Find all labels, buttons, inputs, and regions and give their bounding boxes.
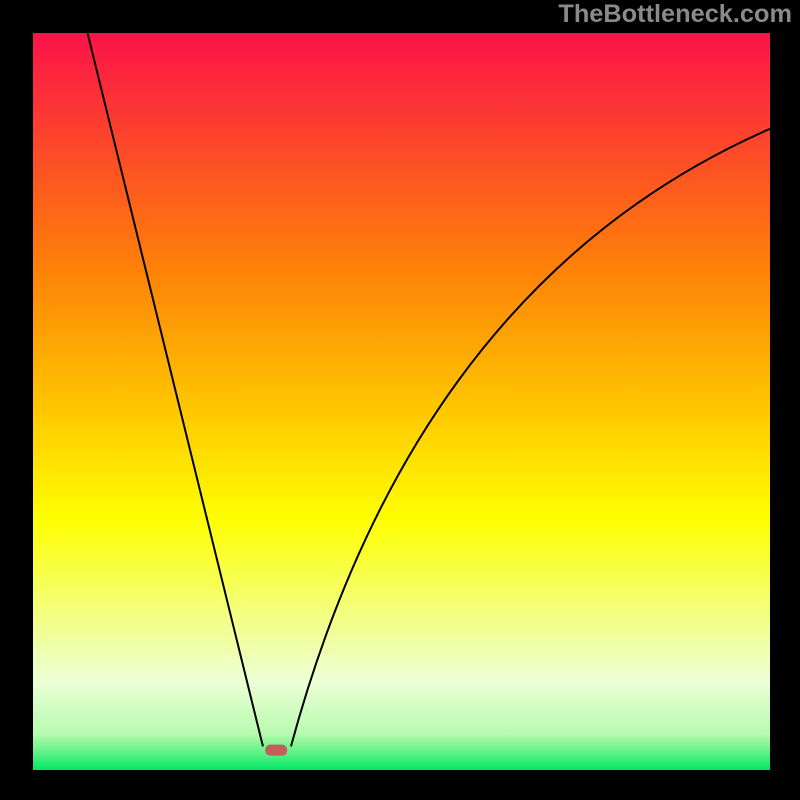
plot-area (33, 33, 770, 770)
bottleneck-figure: TheBottleneck.com (0, 0, 800, 800)
watermark-text: TheBottleneck.com (558, 0, 792, 29)
optimal-marker (265, 745, 287, 756)
bottleneck-curve (88, 33, 770, 746)
curve-layer (33, 33, 770, 770)
